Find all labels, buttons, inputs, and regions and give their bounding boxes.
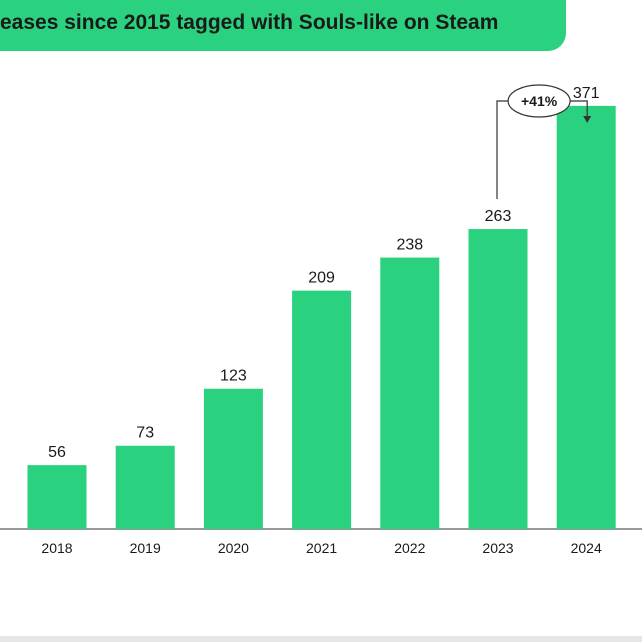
x-tick-label-2019: 2019 [130,540,161,556]
value-label-2018: 56 [48,444,66,461]
x-tick-label-2022: 2022 [394,540,425,556]
bottom-strip [0,636,642,642]
x-tick-label-2021: 2021 [306,540,337,556]
growth-bubble [507,84,571,118]
bar-2020 [203,388,263,529]
bar-2021 [292,290,352,529]
bar-2018 [27,465,87,529]
value-label-2019: 73 [136,425,154,442]
bar-2024 [556,105,616,529]
bar-2022 [380,257,440,529]
value-label-2021: 209 [308,270,335,287]
value-label-2023: 263 [485,208,512,225]
chart-title: eases since 2015 tagged with Souls-like … [0,11,499,34]
x-tick-label-2018: 2018 [41,540,72,556]
x-tick-label-2024: 2024 [571,540,602,556]
growth-arrowhead [583,116,592,123]
value-label-2024: 371 [573,85,600,102]
x-tick-label-2020: 2020 [218,540,249,556]
value-label-2022: 238 [396,237,423,254]
value-label-2020: 123 [220,368,247,385]
growth-annotation-label: +41% [521,93,558,109]
bar-2019 [115,445,175,529]
x-tick-label-2023: 2023 [482,540,513,556]
title-banner [0,0,566,51]
bar-2023 [468,229,528,530]
